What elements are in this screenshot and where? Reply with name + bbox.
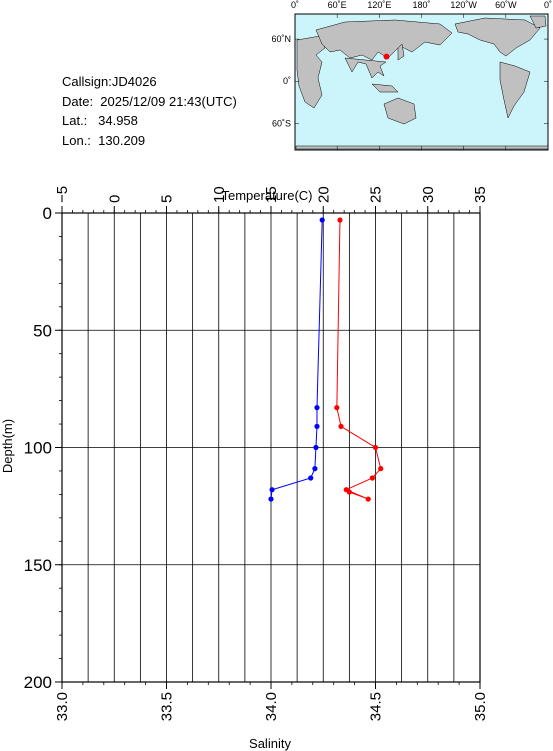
salinity-point	[314, 405, 320, 411]
date: Date: 2025/12/09 21:43(UTC)	[62, 93, 237, 109]
map-lon-label: 60˚E	[328, 0, 347, 10]
map-land	[295, 15, 549, 150]
temperature-tick-label: −5	[54, 186, 71, 203]
temperature-point	[365, 496, 371, 502]
salinity-point	[308, 475, 314, 481]
salinity-tick-label: 34.5	[368, 692, 385, 721]
salinity-point	[314, 423, 320, 429]
map-lon-label: 60˚W	[495, 0, 517, 10]
station-info: Callsign:JD4026 Date: 2025/12/09 21:43(U…	[62, 72, 237, 150]
temperature-tick-label: 5	[159, 195, 176, 203]
map-lon-label: 120˚E	[367, 0, 391, 10]
salinity-point	[313, 444, 319, 451]
depth-tick-label: 0	[43, 204, 52, 223]
temperature-point	[337, 217, 343, 223]
temperature-tick-label: 15	[263, 186, 280, 203]
map-lon-label: 0˚	[544, 0, 552, 10]
salinity-point	[312, 466, 318, 472]
salinity-tick-label: 33.0	[54, 692, 71, 721]
salinity-point	[268, 496, 274, 502]
salinity-point	[319, 217, 325, 223]
y-axis-label: Depth(m)	[0, 419, 15, 473]
temperature-point	[372, 444, 379, 451]
salinity-tick-label: 34.0	[263, 692, 280, 721]
map-lon-label: 120˚W	[450, 0, 477, 10]
map-lon-label: 0˚	[291, 0, 299, 10]
depth-tick-label: 150	[24, 556, 52, 575]
callsign: Callsign:JD4026	[62, 74, 157, 89]
salinity-line	[270, 220, 323, 500]
salinity-tick-label: 35.0	[472, 692, 489, 721]
temperature-tick-label: 30	[420, 186, 437, 203]
bottom-axis-label: Salinity	[249, 736, 291, 751]
latitude: Lat.: 34.958	[62, 113, 138, 128]
depth-tick-label: 200	[24, 673, 52, 692]
salinity-point	[269, 487, 275, 493]
top-axis-label: Temperature(C)	[221, 188, 312, 203]
temperature-tick-label: 25	[368, 186, 385, 203]
longitude: Lon.: 130.209	[62, 132, 146, 148]
map-lon-label: 180˚	[412, 0, 430, 10]
map-lat-label: 0˚	[283, 76, 291, 86]
temperature-tick-label: 0	[106, 195, 123, 203]
temperature-tick-label: 20	[315, 186, 332, 203]
depth-tick-label: 100	[24, 439, 52, 458]
map-lat-label: 60˚N	[271, 34, 291, 44]
station-marker	[383, 53, 390, 60]
depth-tick-label: 50	[33, 321, 52, 340]
temperature-point	[378, 466, 384, 472]
temperature-point	[346, 489, 352, 495]
temperature-tick-label: 10	[211, 186, 228, 203]
temperature-point	[369, 475, 375, 481]
salinity-tick-label: 33.5	[159, 692, 176, 721]
map-lat-label: 60˚S	[272, 118, 291, 128]
temperature-line	[336, 220, 382, 500]
temperature-point	[334, 405, 340, 411]
temperature-point	[338, 423, 344, 429]
temperature-tick-label: 35	[472, 186, 489, 203]
